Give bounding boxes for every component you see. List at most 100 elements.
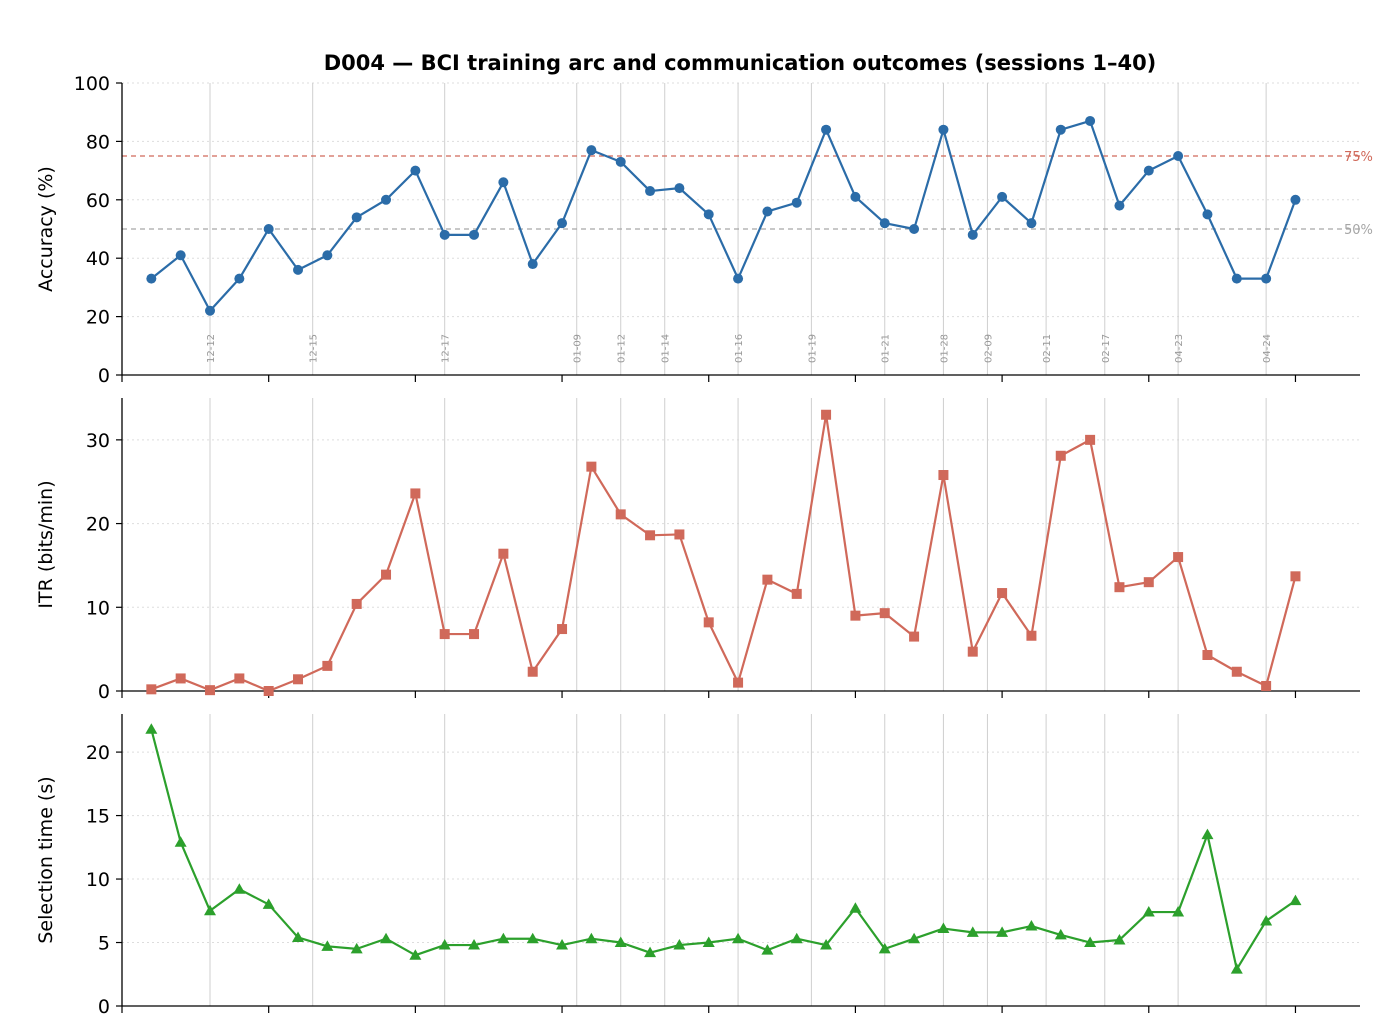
data-point xyxy=(1201,828,1214,840)
data-point xyxy=(967,229,978,240)
data-point xyxy=(1114,582,1125,593)
data-point xyxy=(1054,928,1067,940)
data-point xyxy=(878,942,891,954)
date-marker-label: 02-11 xyxy=(1042,334,1053,363)
data-point xyxy=(526,932,539,944)
data-point xyxy=(1142,906,1155,917)
data-point xyxy=(1231,666,1242,677)
data-point xyxy=(1173,552,1184,563)
data-point xyxy=(761,944,774,955)
data-point xyxy=(1025,920,1038,931)
date-marker-label: 01-16 xyxy=(734,334,745,363)
data-point xyxy=(1085,115,1096,126)
data-point xyxy=(996,926,1009,937)
data-point xyxy=(321,940,334,951)
data-point xyxy=(146,273,157,284)
data-point xyxy=(821,409,832,420)
data-point xyxy=(174,836,187,847)
chart-title: D004 — BCI training arc and communicatio… xyxy=(324,51,1157,75)
data-point xyxy=(1202,650,1213,661)
data-point xyxy=(1085,434,1096,445)
y-tick-label: 5 xyxy=(98,933,110,955)
data-point xyxy=(702,936,715,948)
data-point xyxy=(1231,273,1242,284)
data-point xyxy=(644,946,657,958)
data-point xyxy=(175,250,186,261)
data-point xyxy=(674,183,685,194)
y-tick-label: 10 xyxy=(86,597,110,619)
y-tick-label: 0 xyxy=(98,365,110,387)
data-point xyxy=(293,264,304,275)
data-point xyxy=(292,931,305,942)
data-point xyxy=(1113,933,1126,945)
data-point xyxy=(615,156,626,167)
data-point xyxy=(439,629,450,640)
data-point xyxy=(909,631,920,642)
data-point xyxy=(410,165,421,176)
data-point xyxy=(674,529,685,540)
data-point xyxy=(938,470,949,481)
data-point xyxy=(1084,936,1097,948)
series-line-selection_time xyxy=(150,728,1297,971)
data-point xyxy=(1289,894,1302,906)
data-point xyxy=(821,124,832,135)
data-point xyxy=(469,229,480,240)
data-point xyxy=(703,209,714,220)
data-point xyxy=(469,629,480,640)
date-marker-label: 01-21 xyxy=(881,334,892,363)
data-point xyxy=(409,949,422,960)
date-marker-label: 12-12 xyxy=(206,334,217,363)
data-point xyxy=(1173,151,1184,161)
data-point xyxy=(645,530,656,541)
data-point xyxy=(381,194,392,205)
data-point xyxy=(146,684,157,695)
data-point xyxy=(1026,218,1037,229)
data-point xyxy=(762,574,773,585)
data-point xyxy=(557,624,568,635)
data-point xyxy=(381,569,392,580)
data-point xyxy=(997,191,1008,202)
data-point xyxy=(351,598,362,609)
series-line-itr xyxy=(150,413,1297,693)
panel-itr: 0 10 20 30 ITR (bits/min) xyxy=(35,398,1360,703)
data-point xyxy=(908,932,921,944)
data-point xyxy=(1230,963,1243,974)
data-point xyxy=(937,922,950,934)
date-marker-label: 12-17 xyxy=(441,334,452,363)
reference-line-label: 75% xyxy=(1344,150,1373,165)
date-marker-label: 12-15 xyxy=(309,334,320,363)
data-point xyxy=(1261,273,1272,284)
data-point xyxy=(997,588,1008,599)
data-point xyxy=(615,509,626,520)
date-marker-label: 04-24 xyxy=(1262,334,1273,363)
y-tick-label: 80 xyxy=(86,131,110,153)
y-axis-label: Accuracy (%) xyxy=(35,166,57,292)
data-point xyxy=(1172,906,1185,917)
panel-accuracy: 75% 50% 12-12 12-15 12-17 01-09 01-12 01-14 01-1… xyxy=(35,73,1373,387)
data-point xyxy=(585,932,598,944)
y-tick-label: 30 xyxy=(86,430,110,452)
data-point xyxy=(1261,680,1272,691)
reference-line-label: 50% xyxy=(1344,223,1373,238)
data-point xyxy=(322,250,333,261)
y-tick-label: 10 xyxy=(86,869,110,891)
data-point xyxy=(205,305,216,316)
date-marker-label: 01-09 xyxy=(573,334,584,363)
y-tick-label: 20 xyxy=(86,514,110,536)
data-point xyxy=(145,723,158,734)
data-point xyxy=(263,686,274,696)
y-tick-label: 0 xyxy=(98,681,110,703)
date-marker-label: 04-23 xyxy=(1174,334,1185,363)
y-tick-label: 100 xyxy=(74,73,110,95)
data-point xyxy=(732,932,745,944)
data-point xyxy=(1055,124,1066,135)
y-tick-label: 60 xyxy=(86,190,110,212)
data-point xyxy=(380,932,393,944)
data-point xyxy=(1114,200,1125,211)
data-point xyxy=(498,548,509,559)
data-point xyxy=(1202,209,1213,220)
data-point xyxy=(205,685,216,696)
y-tick-label: 20 xyxy=(86,307,110,329)
